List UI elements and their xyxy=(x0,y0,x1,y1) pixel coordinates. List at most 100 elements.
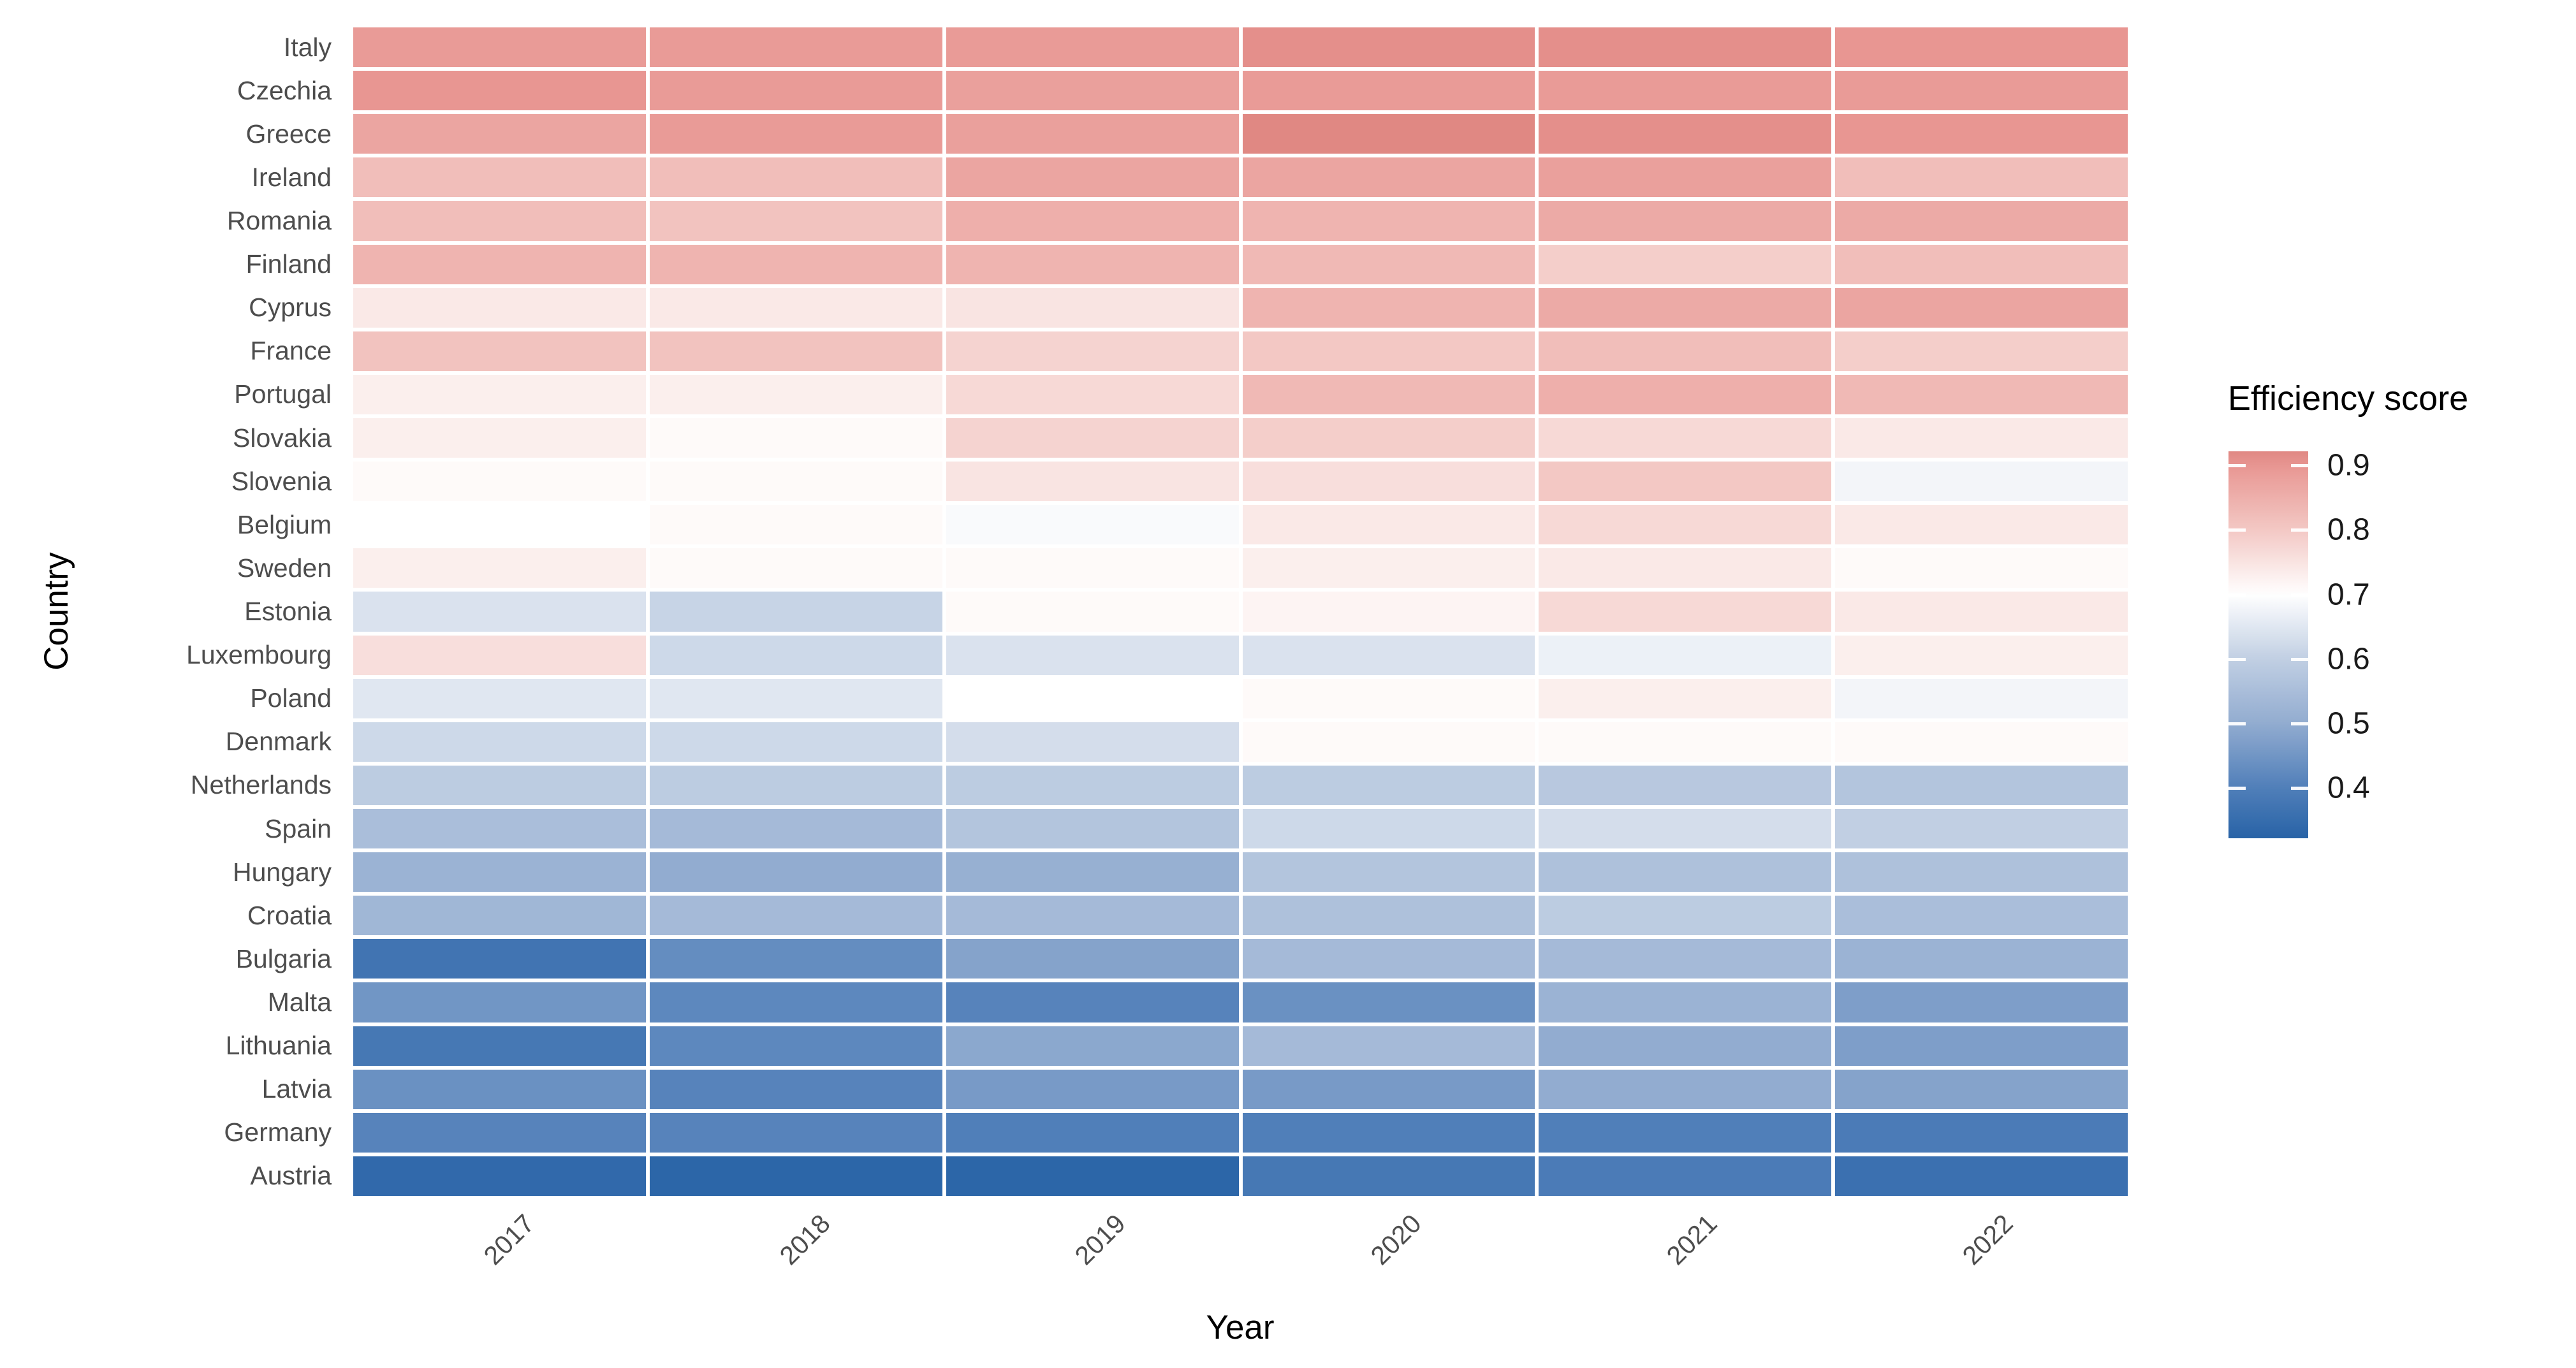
heatmap-cell xyxy=(1835,244,2128,284)
heatmap-cell xyxy=(1835,1112,2128,1153)
heatmap-cell xyxy=(353,201,646,241)
heatmap-cell xyxy=(353,896,646,936)
heatmap-cell xyxy=(1539,157,1832,198)
legend-tick-mark xyxy=(2228,787,2246,790)
y-tick-label: Romania xyxy=(226,205,332,235)
heatmap-cell xyxy=(1539,896,1832,936)
heatmap-cell xyxy=(649,201,942,241)
heatmap-cell xyxy=(1539,852,1832,892)
heatmap-cell xyxy=(353,765,646,805)
heatmap-cell xyxy=(649,71,942,111)
legend-tick-label: 0.9 xyxy=(2327,448,2370,483)
y-tick-label: Sweden xyxy=(237,553,332,583)
heatmap-cell xyxy=(946,1112,1239,1153)
heatmap-cell xyxy=(946,722,1239,762)
heatmap-cell xyxy=(1242,592,1535,632)
heatmap-cell xyxy=(353,1112,646,1153)
heatmap-cell xyxy=(1539,1069,1832,1109)
heatmap-cell xyxy=(649,1026,942,1066)
heatmap-cell xyxy=(649,1069,942,1109)
legend-tick-mark xyxy=(2228,593,2246,597)
heatmap-cell xyxy=(1242,852,1535,892)
y-tick-label: Spain xyxy=(265,813,332,843)
x-tick-label: 2019 xyxy=(1069,1209,1132,1271)
heatmap-cell xyxy=(353,1069,646,1109)
heatmap-cell xyxy=(649,374,942,414)
heatmap-cell xyxy=(649,114,942,154)
heatmap-cell xyxy=(1835,896,2128,936)
y-axis-title: Country xyxy=(38,552,75,671)
heatmap-cell xyxy=(1835,505,2128,545)
heatmap-cell xyxy=(1835,287,2128,328)
heatmap-cell xyxy=(1539,765,1832,805)
heatmap-cell xyxy=(946,592,1239,632)
heatmap-cell xyxy=(1242,244,1535,284)
heatmap-cell xyxy=(946,331,1239,371)
heatmap-cell xyxy=(1242,462,1535,502)
heatmap-cell xyxy=(649,765,942,805)
heatmap-cell xyxy=(649,808,942,849)
heatmap-cell xyxy=(1835,418,2128,458)
heatmap-cell xyxy=(353,592,646,632)
heatmap-cell xyxy=(649,722,942,762)
heatmap-cell xyxy=(1835,939,2128,979)
heatmap-cell xyxy=(649,287,942,328)
heatmap-cell xyxy=(1539,114,1832,154)
y-tick-label: Cyprus xyxy=(249,293,332,323)
heatmap-cell xyxy=(649,462,942,502)
heatmap-cell xyxy=(946,896,1239,936)
heatmap-cell xyxy=(649,896,942,936)
heatmap-cell xyxy=(1835,201,2128,241)
heatmap-cell xyxy=(1835,1069,2128,1109)
heatmap-cell xyxy=(946,982,1239,1022)
heatmap-cell xyxy=(353,462,646,502)
heatmap-cell xyxy=(649,1156,942,1196)
x-axis-title: Year xyxy=(1206,1309,1275,1346)
heatmap-cell xyxy=(1242,331,1535,371)
heatmap-cell xyxy=(1242,1112,1535,1153)
heatmap-cell xyxy=(649,592,942,632)
heatmap-cell xyxy=(649,157,942,198)
heatmap-cell xyxy=(353,852,646,892)
heatmap-cell xyxy=(946,462,1239,502)
heatmap-cell xyxy=(946,201,1239,241)
heatmap-cell xyxy=(1242,505,1535,545)
heatmap-cell xyxy=(946,505,1239,545)
y-tick-label: Portugal xyxy=(234,379,332,409)
heatmap-cell xyxy=(649,27,942,68)
heatmap-cell xyxy=(1539,939,1832,979)
heatmap-cell xyxy=(353,722,646,762)
heatmap-cell xyxy=(946,678,1239,718)
heatmap-cell xyxy=(1539,71,1832,111)
heatmap-cell xyxy=(1242,201,1535,241)
y-tick-label: Slovakia xyxy=(233,423,332,453)
heatmap-cell xyxy=(353,418,646,458)
y-tick-label: Luxembourg xyxy=(186,640,332,670)
legend-tick-mark xyxy=(2291,464,2308,468)
legend-tick-mark xyxy=(2228,528,2246,532)
heatmap-cell xyxy=(946,1069,1239,1109)
heatmap-cell xyxy=(1539,462,1832,502)
y-tick-label: Lithuania xyxy=(225,1031,332,1061)
heatmap-cell xyxy=(1835,808,2128,849)
heatmap-cell xyxy=(1539,374,1832,414)
heatmap-cell xyxy=(1539,678,1832,718)
heatmap-cell xyxy=(1539,982,1832,1022)
heatmap-cell xyxy=(1539,244,1832,284)
legend-tick-label: 0.8 xyxy=(2327,513,2370,547)
heatmap-cell xyxy=(946,765,1239,805)
heatmap-cell xyxy=(1242,896,1535,936)
heatmap-cell xyxy=(1835,592,2128,632)
y-tick-label: Slovenia xyxy=(231,466,332,496)
legend-tick-mark xyxy=(2228,464,2246,468)
y-tick-label: Austria xyxy=(250,1161,332,1191)
heatmap-cell xyxy=(1539,331,1832,371)
heatmap-cell xyxy=(946,71,1239,111)
heatmap-cell xyxy=(946,418,1239,458)
heatmap-cell xyxy=(1539,548,1832,588)
y-tick-label: Bulgaria xyxy=(235,943,332,973)
heatmap-cell xyxy=(946,244,1239,284)
heatmap-cell xyxy=(1242,27,1535,68)
y-tick-label: France xyxy=(250,336,332,366)
